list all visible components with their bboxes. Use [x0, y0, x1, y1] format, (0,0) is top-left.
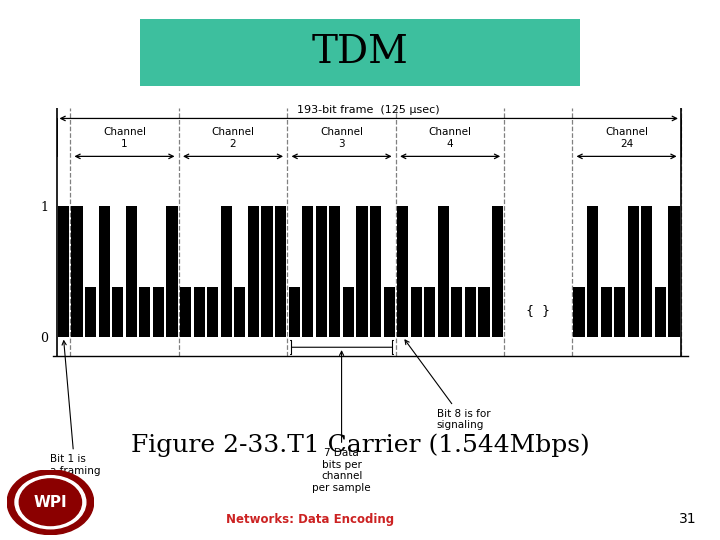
Circle shape: [7, 470, 94, 535]
Text: Bit 8 is for
signaling: Bit 8 is for signaling: [405, 340, 490, 430]
Text: 7 Data
bits per
channel
per sample: 7 Data bits per channel per sample: [312, 351, 371, 492]
Bar: [492, 206, 503, 337]
Bar: [289, 287, 300, 337]
Bar: [112, 287, 123, 337]
Text: Channel
4: Channel 4: [428, 127, 472, 148]
Bar: [642, 206, 652, 337]
Bar: [207, 287, 218, 337]
Bar: [126, 206, 137, 337]
Bar: [180, 287, 191, 337]
Text: Channel
2: Channel 2: [212, 127, 255, 148]
FancyBboxPatch shape: [140, 19, 580, 86]
Text: Channel
24: Channel 24: [605, 127, 648, 148]
Bar: [356, 206, 367, 337]
Bar: [85, 287, 96, 337]
Bar: [329, 206, 341, 337]
Bar: [451, 287, 462, 337]
Bar: [628, 206, 639, 337]
Bar: [302, 206, 313, 337]
Bar: [194, 287, 204, 337]
Bar: [668, 206, 680, 337]
Bar: [600, 287, 612, 337]
Bar: [234, 287, 246, 337]
Bar: [574, 287, 585, 337]
Text: Channel
3: Channel 3: [320, 127, 363, 148]
Bar: [261, 206, 272, 337]
Circle shape: [19, 479, 81, 525]
Bar: [614, 287, 625, 337]
Bar: [58, 206, 69, 337]
Bar: [424, 287, 436, 337]
Bar: [655, 287, 666, 337]
Text: 193-bit frame  (125 μsec): 193-bit frame (125 μsec): [297, 105, 440, 114]
Bar: [343, 287, 354, 337]
Text: Figure 2-33.T1 Carrier (1.544Mbps): Figure 2-33.T1 Carrier (1.544Mbps): [130, 434, 590, 457]
Bar: [438, 206, 449, 337]
Bar: [587, 206, 598, 337]
Bar: [479, 287, 490, 337]
Text: WPI: WPI: [34, 495, 67, 510]
Text: TDM: TDM: [312, 34, 408, 71]
Bar: [248, 206, 259, 337]
Bar: [139, 287, 150, 337]
Bar: [465, 287, 476, 337]
Bar: [99, 206, 109, 337]
Text: Bit 1 is
a framing
code: Bit 1 is a framing code: [50, 341, 100, 488]
Bar: [410, 287, 422, 337]
Bar: [384, 287, 395, 337]
Text: {  }: { }: [526, 304, 550, 317]
Bar: [315, 206, 327, 337]
Bar: [397, 206, 408, 337]
Text: Channel
1: Channel 1: [103, 127, 146, 148]
Text: 31: 31: [679, 512, 696, 526]
Bar: [166, 206, 178, 337]
Bar: [370, 206, 381, 337]
Bar: [221, 206, 232, 337]
Bar: [71, 206, 83, 337]
Bar: [153, 287, 164, 337]
Bar: [275, 206, 286, 337]
Text: Networks: Data Encoding: Networks: Data Encoding: [225, 513, 394, 526]
Circle shape: [15, 476, 86, 529]
